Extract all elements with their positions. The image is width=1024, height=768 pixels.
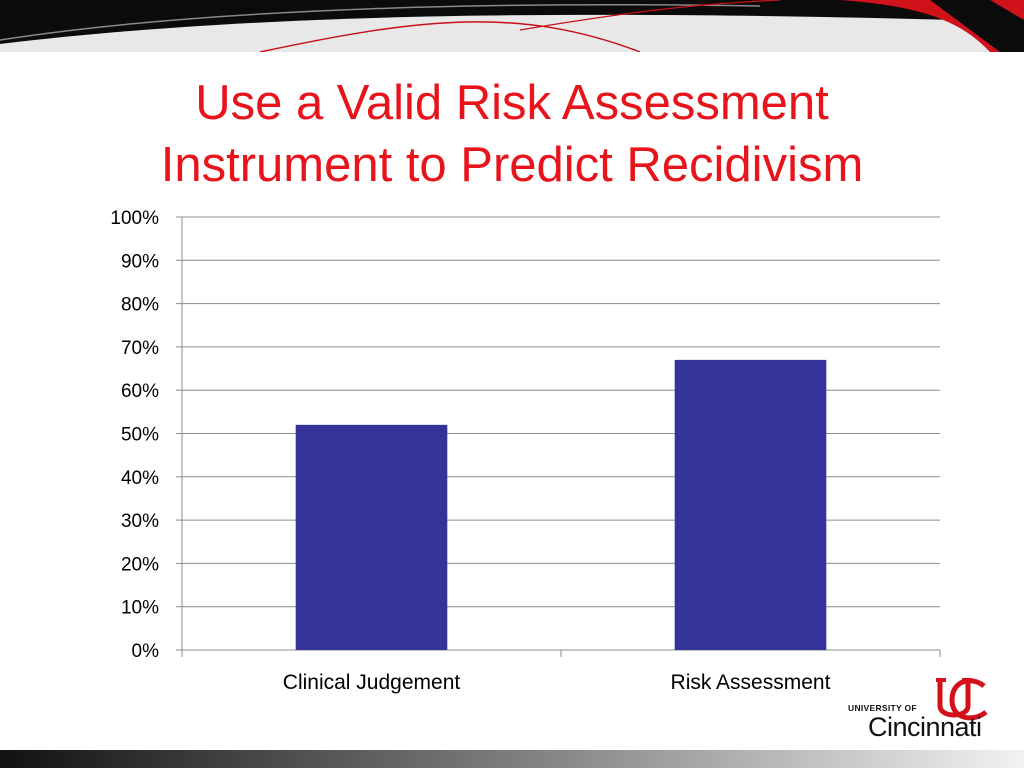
y-tick-label: 50% — [121, 425, 159, 446]
bar-clinical-judgement — [295, 424, 448, 650]
y-tick-label: 60% — [121, 381, 159, 402]
slide-title-line-1: Use a Valid Risk Assessment — [195, 76, 829, 130]
y-tick-label: 90% — [121, 251, 159, 272]
y-tick-label: 80% — [121, 295, 159, 316]
x-tick-label: Clinical Judgement — [283, 671, 461, 694]
bottom-gradient-bar — [0, 750, 1024, 768]
y-tick-label: 30% — [121, 511, 159, 532]
logo-name: Cincinnati — [868, 712, 982, 742]
y-tick-label: 70% — [121, 338, 159, 359]
logo-university-of: UNIVERSITY OF — [848, 703, 917, 713]
bars — [295, 359, 827, 650]
y-tick-label: 100% — [110, 208, 159, 229]
y-tick-label: 40% — [121, 468, 159, 489]
bar-risk-assessment — [674, 359, 827, 650]
slide-title: Use a Valid Risk Assessment Instrument t… — [40, 72, 984, 196]
university-logo: UNIVERSITY OF Cincinnati — [848, 676, 996, 746]
y-tick-label: 20% — [121, 554, 159, 575]
slide-title-line-2: Instrument to Predict Recidivism — [160, 138, 864, 192]
y-tick-labels: 0% 10% 20% 30% 40% 50% 60% 70% 80% 90% 100% — [110, 208, 159, 662]
top-banner — [0, 0, 1024, 52]
uc-monogram-icon — [936, 678, 988, 721]
y-tick-label: 0% — [132, 641, 160, 662]
x-tick-labels: Clinical Judgement Risk Assessment — [283, 671, 831, 694]
x-tick-label: Risk Assessment — [671, 671, 831, 694]
y-tick-label: 10% — [121, 598, 159, 619]
